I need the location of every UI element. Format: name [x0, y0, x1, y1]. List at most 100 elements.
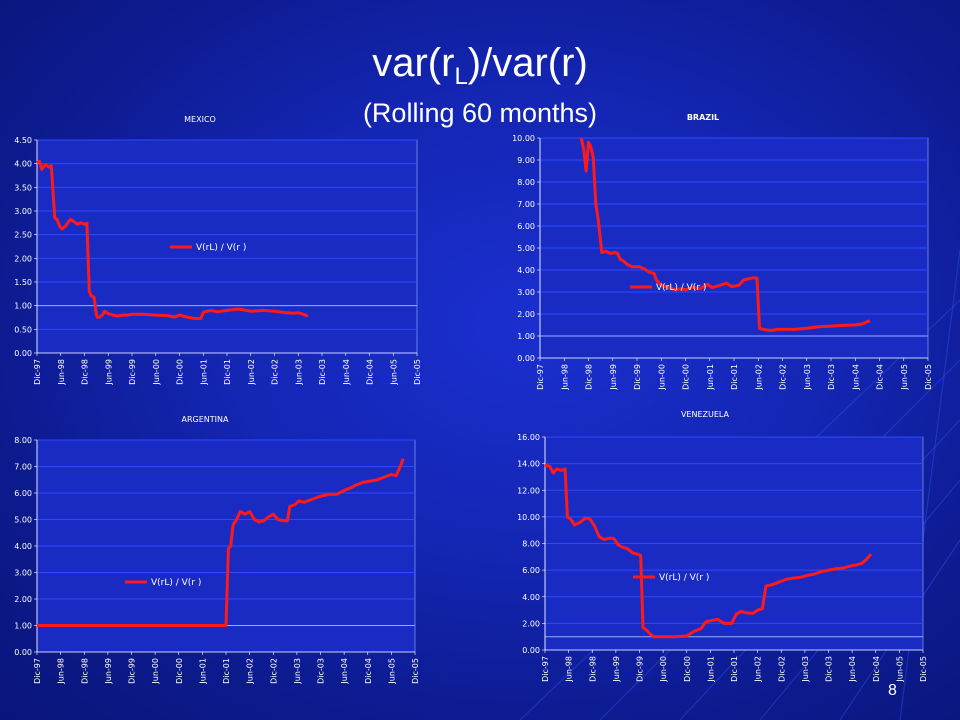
y-tick-label: 3.00 — [517, 288, 535, 297]
x-tick-label: Dic-03 — [318, 359, 327, 385]
slide-title: var(rL)/var(r) — [0, 40, 960, 100]
y-tick-label: 4.00 — [522, 593, 540, 602]
x-tick-label: Dic-03 — [825, 656, 834, 682]
y-tick-label: 10.00 — [517, 513, 540, 522]
legend-label: V(rL) / V(r ) — [659, 573, 709, 583]
y-tick-label: 2.50 — [14, 231, 32, 240]
y-tick-label: 0.00 — [14, 349, 32, 358]
x-tick-label: Dic-03 — [827, 364, 836, 390]
x-tick-label: Dic-04 — [876, 364, 885, 390]
series-line — [36, 159, 309, 320]
x-tick-label: Dic-04 — [366, 359, 375, 385]
x-tick-label: Dic-04 — [364, 658, 373, 684]
page-number: 8 — [888, 682, 897, 699]
x-tick-label: Jun-05 — [900, 364, 909, 391]
x-tick-label: Dic-00 — [176, 359, 185, 385]
x-tick-label: Jun-01 — [199, 359, 208, 386]
x-tick-label: Dic-97 — [541, 656, 550, 682]
x-tick-label: Dic-05 — [919, 656, 928, 682]
x-tick-label: Jun-00 — [657, 364, 666, 391]
y-tick-label: 2.00 — [517, 310, 535, 319]
y-tick-label: 7.00 — [517, 200, 535, 209]
x-tick-label: Dic-00 — [683, 656, 692, 682]
x-tick-label: Jun-00 — [152, 359, 161, 386]
x-tick-label: Dic-02 — [269, 658, 278, 684]
x-tick-label: Jun-03 — [293, 658, 302, 685]
x-tick-label: Dic-02 — [271, 359, 280, 385]
x-tick-label: Jun-01 — [198, 658, 207, 685]
y-tick-label: 6.00 — [522, 566, 540, 575]
chart-title: VENEZUELA — [681, 410, 730, 419]
series-line — [37, 458, 405, 627]
y-tick-label: 0.00 — [517, 354, 535, 363]
x-tick-label: Dic-02 — [777, 656, 786, 682]
x-tick-label: Dic-97 — [33, 359, 42, 385]
x-tick-label: Dic-01 — [223, 359, 232, 385]
x-tick-label: Jun-98 — [57, 658, 66, 685]
x-tick-label: Dic-99 — [128, 658, 137, 684]
y-tick-label: 4.50 — [14, 136, 32, 145]
y-tick-label: 16.00 — [517, 433, 540, 442]
x-tick-label: Jun-02 — [247, 359, 256, 386]
chart-argentina: ARGENTINA 0.00 1.00 2.00 3.00 4.00 5.00 6.00 7.0… — [14, 415, 420, 685]
x-tick-label: Jun-99 — [104, 658, 113, 685]
y-tick-label: 5.00 — [517, 244, 535, 253]
legend-label: V(rL) / V(r ) — [656, 283, 706, 293]
x-tick-label: Jun-98 — [560, 364, 569, 391]
y-tick-label: 0.00 — [522, 646, 540, 655]
y-tick-label: 3.50 — [14, 183, 32, 192]
x-tick-label: Jun-01 — [706, 656, 715, 683]
y-tick-label: 0.00 — [14, 648, 32, 657]
x-tick-label: Jun-04 — [340, 658, 349, 685]
x-tick-label: Jun-04 — [848, 656, 857, 683]
x-tick-label: Jun-02 — [246, 658, 255, 685]
x-tick-label: Jun-99 — [612, 656, 621, 683]
title-main: var(r — [372, 41, 455, 85]
x-tick-label: Dic-01 — [730, 364, 739, 390]
x-tick-label: Dic-98 — [80, 658, 89, 684]
y-tick-label: 1.00 — [14, 622, 32, 631]
x-tick-label: Jun-02 — [754, 656, 763, 683]
x-tick-label: Dic-01 — [222, 658, 231, 684]
y-tick-label: 6.00 — [14, 489, 32, 498]
y-tick-label: 1.50 — [14, 278, 32, 287]
x-tick-label: Jun-98 — [565, 656, 574, 683]
y-tick-label: 9.00 — [517, 156, 535, 165]
slide-subtitle: (Rolling 60 months) — [362, 98, 598, 128]
chart-title: ARGENTINA — [182, 415, 230, 424]
x-tick-label: Jun-04 — [342, 359, 351, 386]
chart-venezuela: VENEZUELA 0.00 2.00 4.00 6.00 8.00 10.00 12.00 1… — [517, 410, 928, 683]
x-tick-label: Dic-98 — [81, 359, 90, 385]
y-tick-label: 2.00 — [522, 619, 540, 628]
y-tick-label: 4.00 — [14, 542, 32, 551]
x-tick-label: Jun-03 — [801, 656, 810, 683]
y-tick-label: 3.00 — [14, 207, 32, 216]
x-tick-label: Jun-05 — [389, 359, 398, 386]
y-tick-label: 4.00 — [14, 160, 32, 169]
series-line — [544, 463, 873, 639]
x-tick-label: Jun-04 — [851, 364, 860, 391]
y-tick-label: 7.00 — [14, 463, 32, 472]
title-subscript: L — [454, 63, 468, 90]
y-tick-label: 5.00 — [14, 516, 32, 525]
x-tick-label: Jun-00 — [659, 656, 668, 683]
x-tick-label: Dic-04 — [872, 656, 881, 682]
y-tick-label: 2.00 — [14, 595, 32, 604]
x-tick-label: Dic-99 — [633, 364, 642, 390]
x-tick-label: Dic-03 — [317, 658, 326, 684]
legend-label: V(rL) / V(r ) — [196, 243, 246, 253]
x-tick-label: Dic-99 — [636, 656, 645, 682]
x-tick-label: Dic-98 — [588, 656, 597, 682]
chart-mexico: MEXICO 0.00 0.50 1.00 1.50 2.00 2.50 3.00 3.50 4.… — [14, 115, 422, 386]
y-tick-label: 10.00 — [512, 134, 535, 143]
y-tick-label: 1.00 — [517, 332, 535, 341]
y-tick-label: 8.00 — [522, 540, 540, 549]
x-tick-label: Jun-01 — [706, 364, 715, 391]
x-tick-label: Jun-03 — [294, 359, 303, 386]
y-tick-label: 1.00 — [14, 302, 32, 311]
legend-label: V(rL) / V(r ) — [151, 578, 201, 588]
x-tick-label: Dic-01 — [730, 656, 739, 682]
y-tick-label: 12.00 — [517, 486, 540, 495]
x-tick-label: Dic-05 — [411, 658, 420, 684]
x-tick-label: Jun-02 — [754, 364, 763, 391]
